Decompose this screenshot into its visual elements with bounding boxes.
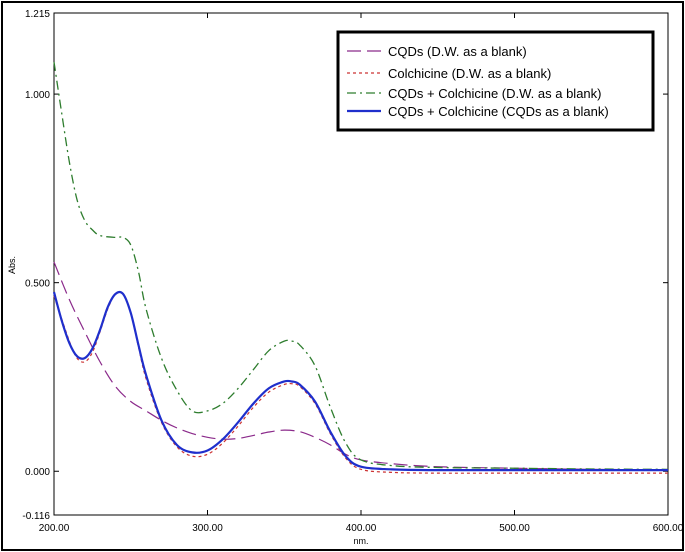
legend-box xyxy=(336,30,655,132)
y-tick-label: 0.000 xyxy=(25,467,50,478)
series-mixture-dw-line xyxy=(53,61,669,471)
x-tick-label: 500.00 xyxy=(499,523,530,534)
y-tick-label: 1.215 xyxy=(25,9,50,20)
series-mixture-cqds-legend-label: CQDs + Colchicine (CQDs as a blank) xyxy=(388,104,609,119)
x-tick-label: 400.00 xyxy=(346,523,377,534)
x-tick-label: 600.00 xyxy=(653,523,682,534)
chart-canvas: 200.00 300.00 400.00 500.00 600.00 1.215 1.000… xyxy=(7,9,682,546)
axis-ticks: 200.00 300.00 400.00 500.00 600.00 1.215 1.000… xyxy=(22,9,682,534)
x-tick-label: 200.00 xyxy=(39,523,70,534)
y-tick-label: -0.116 xyxy=(22,511,50,522)
series-cqds-dw-legend-label: CQDs (D.W. as a blank) xyxy=(388,44,527,59)
series-colchicine-dw-legend-label: Colchicine (D.W. as a blank) xyxy=(388,66,551,81)
x-axis-title: nm. xyxy=(353,536,368,546)
x-tick-label: 300.00 xyxy=(192,523,223,534)
legend-items: CQDs (D.W. as a blank) Colchicine (D.W. a… xyxy=(347,44,609,119)
y-tick-label: 0.500 xyxy=(25,279,50,290)
series-colchicine-dw-line xyxy=(53,291,668,474)
y-axis-title: Abs. xyxy=(7,256,17,274)
series-mixture-cqds-line xyxy=(52,290,668,472)
y-tick-label: 1.000 xyxy=(25,90,50,101)
series-lines xyxy=(52,61,669,474)
series-mixture-dw-legend-label: CQDs + Colchicine (D.W. as a blank) xyxy=(388,86,601,101)
legend: CQDs (D.W. as a blank) Colchicine (D.W. a… xyxy=(336,30,655,132)
series-cqds-dw-line xyxy=(53,261,669,471)
